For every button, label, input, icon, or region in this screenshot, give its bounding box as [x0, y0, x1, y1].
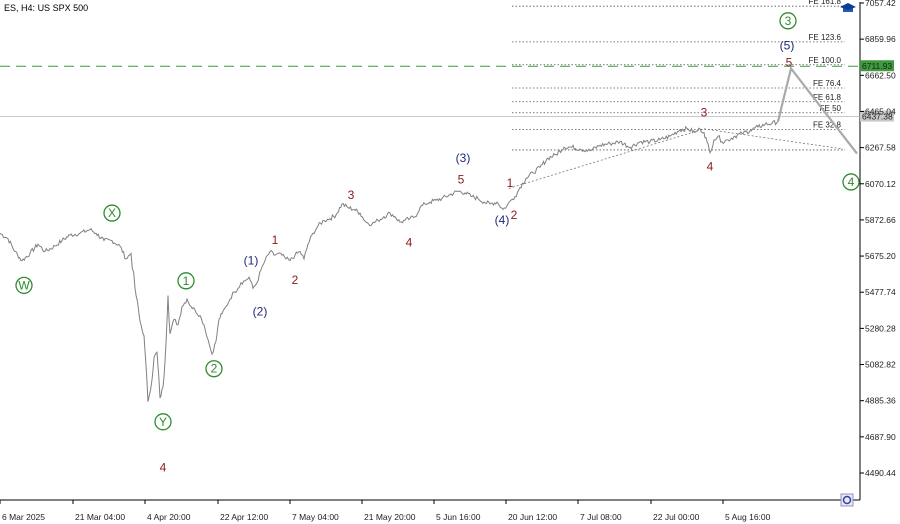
- description-label: US SPX 500: [38, 3, 89, 13]
- wave-label: 3: [785, 14, 792, 28]
- axes-frame: [0, 2, 861, 501]
- wave-label-circle: [177, 272, 195, 290]
- wave-label: 2: [211, 362, 218, 376]
- fib-level-label: FE 100.0: [809, 56, 842, 65]
- y-tick-label: 6070.12: [865, 179, 896, 189]
- wave-label: 5: [786, 55, 793, 69]
- wave-label: 1: [183, 274, 190, 288]
- price-line: [0, 119, 779, 402]
- fib-level-label: FE 32.8: [813, 120, 842, 129]
- wave-label: 2: [292, 273, 299, 287]
- current-price-label: 6437.38: [862, 112, 893, 122]
- y-tick-label: 5280.28: [865, 323, 896, 333]
- wave-label: Y: [159, 415, 167, 429]
- wave-label: (3): [456, 151, 471, 165]
- y-tick-label: 5477.74: [865, 287, 896, 297]
- wave-label-circle: [103, 204, 121, 222]
- wave-label: 4: [160, 461, 167, 475]
- wave-label-circle: [779, 12, 797, 30]
- wave-label: 4: [406, 236, 413, 250]
- wave-label: 3: [701, 106, 708, 120]
- y-tick-label: 4687.90: [865, 432, 896, 442]
- wave-label: 1: [272, 233, 279, 247]
- price-series: [0, 119, 779, 402]
- triangle-trendline: [508, 128, 705, 189]
- x-tick-label: 4 Apr 20:00: [147, 512, 191, 522]
- triangle-trendlines: [508, 128, 844, 189]
- fib-level-label: FE 123.6: [809, 33, 842, 42]
- wave-label: 4: [707, 160, 714, 174]
- wave-label: 4: [848, 175, 855, 189]
- y-tick-label: 5872.66: [865, 215, 896, 225]
- wave-label: 5: [458, 173, 465, 187]
- wave-label: X: [108, 206, 116, 220]
- x-tick-label: 21 May 20:00: [364, 512, 416, 522]
- timeframe-label: H4: [21, 3, 33, 13]
- chart-title-symbol: ES, H4: US SPX 500: [4, 3, 88, 13]
- symbol-label: ES: [4, 3, 16, 13]
- y-tick-label: 4885.36: [865, 396, 896, 406]
- y-tick-label: 6859.96: [865, 34, 896, 44]
- level-price-label: 6711.93: [862, 61, 892, 71]
- x-tick-label: 7 May 04:00: [292, 512, 339, 522]
- fibonacci-levels: FE 161.8 FE 123.6 FE 100.0 FE 76.4 FE 61.8 FE…: [512, 0, 845, 151]
- triangle-trendline: [703, 128, 844, 150]
- x-tick-label: 7 Jul 08:00: [580, 512, 622, 522]
- wave-label: 2: [511, 208, 518, 222]
- wave-label: (2): [253, 305, 268, 319]
- wave-label: 3: [348, 188, 355, 202]
- y-tick-label: 7057.42: [865, 0, 896, 8]
- y-tick-label: 6465.04: [865, 106, 896, 116]
- wave-label: (5): [780, 38, 795, 52]
- fib-level-label: FE 76.4: [813, 79, 842, 88]
- x-axis-ticks: 6 Mar 2025 21 Mar 04:00 4 Apr 20:00 22 Apr …: [0, 500, 771, 522]
- y-axis-ticks: 7057.42 6859.96 6662.50 6465.04 6267.58 6070.…: [860, 0, 896, 478]
- y-tick-label: 5675.20: [865, 251, 896, 261]
- x-tick-label: 5 Aug 16:00: [725, 512, 771, 522]
- wave-label: (1): [244, 253, 259, 267]
- fib-level-label: FE 161.8: [809, 0, 842, 6]
- fib-level-label: FE 50: [820, 104, 842, 113]
- wave-label: W: [18, 278, 30, 292]
- wave-label: 1: [507, 176, 514, 190]
- fib-level-label: FE 61.8: [813, 93, 842, 102]
- x-tick-label: 6 Mar 2025: [2, 512, 45, 522]
- projection-line: [776, 65, 858, 155]
- projection-path: [776, 65, 858, 155]
- settings-corner-icon[interactable]: [840, 493, 854, 507]
- trading-hat-icon[interactable]: [840, 3, 856, 12]
- wave-label-circle: [205, 360, 223, 378]
- y-tick-label: 6267.58: [865, 143, 896, 153]
- y-tick-label: 6662.50: [865, 70, 896, 80]
- wave-label: (4): [495, 213, 510, 227]
- x-tick-label: 22 Jul 00:00: [653, 512, 700, 522]
- wave-label-circle: [154, 413, 172, 431]
- x-tick-label: 22 Apr 12:00: [220, 512, 268, 522]
- wave-labels: W X Y 1 2 3 4 4 (1) (2) (3) (4) (5) 1 2 3 4 5 1 2 3 4 5: [15, 12, 860, 475]
- wave-label-circle: [842, 173, 860, 191]
- y-tick-label: 5082.82: [865, 360, 896, 370]
- current-price-badge: [860, 110, 894, 122]
- x-tick-label: 5 Jun 16:00: [436, 512, 481, 522]
- x-tick-label: 20 Jun 12:00: [508, 512, 557, 522]
- y-tick-label: 4490.44: [865, 468, 896, 478]
- x-tick-label: 21 Mar 04:00: [75, 512, 125, 522]
- horizontal-levels: 6711.93 6437.38: [0, 60, 894, 122]
- level-price-badge: [860, 60, 894, 72]
- wave-label-circle: [15, 276, 33, 295]
